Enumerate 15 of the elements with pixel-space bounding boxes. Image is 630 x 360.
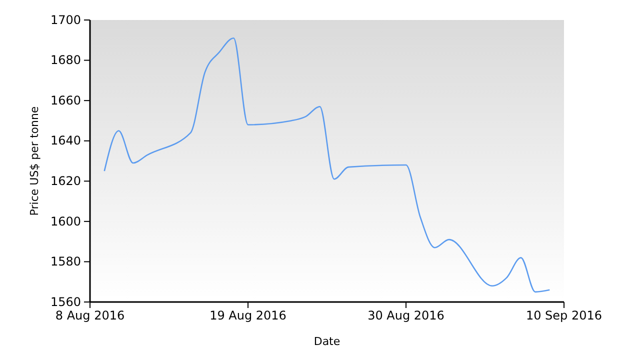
y-tick-label: 1560 [50,294,81,309]
y-tick-label: 1680 [50,53,81,68]
x-axis-title: Date [314,335,340,348]
y-tick-label: 1580 [50,254,81,269]
y-tick-label: 1640 [50,134,81,148]
y-tick-label: 1660 [50,93,81,108]
y-axis-title: Price US$ per tonne [28,106,41,216]
x-tick-label: 10 Sep 2016 [526,308,602,323]
line-series [104,37,550,293]
y-tick-label: 1600 [50,214,81,228]
y-tick-label: 1700 [50,12,81,27]
x-tick-label: 19 Aug 2016 [210,308,286,323]
x-tick-label: 30 Aug 2016 [368,308,444,323]
x-tick-label: 8 Aug 2016 [55,308,125,323]
y-tick-label: 1620 [50,174,81,188]
